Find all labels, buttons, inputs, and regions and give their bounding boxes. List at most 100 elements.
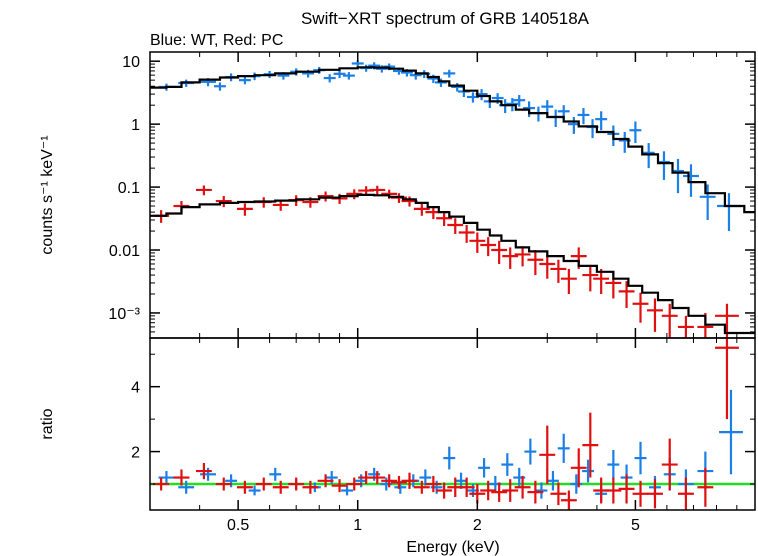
wt-point-ratio-27 (557, 433, 570, 463)
pc-point-ratio-35 (618, 474, 635, 504)
wt-point-spectrum-5 (238, 76, 251, 85)
wt-point-spectrum-12 (323, 74, 336, 83)
pc-point-ratio-16 (401, 472, 418, 489)
plot-panels: 10 1 0.1 0.01 10⁻³ counts s⁻¹ keV⁻¹ 2 4 ratio 0.5… (39, 51, 756, 534)
pc-point-spectrum-6 (272, 200, 289, 211)
wt-point-ratio-26 (546, 471, 559, 491)
pc-point-ratio-23 (480, 480, 497, 501)
panel-spectrum: 10 1 0.1 0.01 10⁻³ counts s⁻¹ keV⁻¹ (39, 51, 756, 339)
y-tick-label-spectrum-4: 10⁻³ (108, 306, 140, 323)
pc-point-ratio-38 (661, 438, 678, 491)
model-curve-spectrum-3 (150, 193, 755, 335)
wt-point-ratio-38 (719, 389, 743, 475)
wt-point-spectrum-14 (342, 72, 355, 80)
pc-point-ratio-19 (436, 482, 453, 499)
wt-point-ratio-29 (582, 459, 595, 483)
y-axis-label-ratio: ratio (39, 408, 56, 439)
pc-point-ratio-26 (514, 475, 531, 499)
wt-point-spectrum-49 (658, 151, 670, 180)
pc-point-ratio-13 (369, 471, 386, 485)
pc-point-spectrum-13 (369, 185, 386, 195)
wt-point-ratio-12 (380, 477, 393, 491)
wt-point-ratio-25 (535, 482, 548, 499)
pc-point-spectrum-36 (632, 292, 649, 323)
pc-point-ratio-21 (458, 477, 475, 498)
pc-point-ratio-27 (527, 480, 544, 504)
pc-point-spectrum-24 (491, 240, 508, 264)
pc-point-ratio-6 (272, 480, 289, 494)
wt-point-ratio-3 (225, 474, 238, 488)
wt-point-ratio-24 (524, 438, 537, 465)
pc-point-ratio-25 (502, 479, 519, 502)
pc-point-ratio-14 (381, 474, 398, 488)
panel-data-ratio (150, 338, 755, 510)
pc-point-ratio-40 (697, 467, 714, 507)
wt-point-spectrum-13 (333, 70, 346, 79)
pc-point-spectrum-38 (661, 303, 678, 338)
wt-point-ratio-9 (341, 485, 354, 496)
wt-point-ratio-1 (178, 480, 195, 494)
wt-point-ratio-33 (634, 441, 647, 475)
pc-point-ratio-18 (425, 475, 442, 493)
wt-point-ratio-28 (570, 474, 583, 494)
x-tick-label-1: 1 (353, 517, 362, 534)
wt-point-ratio-4 (248, 485, 261, 496)
pc-point-spectrum-29 (550, 259, 567, 283)
pc-point-ratio-11 (346, 477, 363, 491)
pc-point-ratio-2 (195, 462, 212, 480)
pc-point-ratio-31 (570, 448, 587, 488)
y-tick-label-spectrum-3: 0.01 (109, 243, 140, 260)
pc-point-ratio-28 (539, 425, 556, 485)
pc-point-spectrum-37 (647, 298, 663, 332)
pc-point-spectrum-30 (560, 268, 577, 295)
pc-point-ratio-5 (255, 477, 272, 491)
pc-point-ratio-4 (236, 480, 253, 494)
pc-point-spectrum-21 (458, 224, 475, 243)
x-tick-label-0: 0.5 (227, 517, 249, 534)
panel-ratio: 2 4 ratio (39, 337, 756, 511)
wt-point-spectrum-25 (435, 78, 447, 87)
pc-point-spectrum-28 (539, 254, 556, 279)
wt-point-ratio-15 (419, 469, 432, 486)
pc-point-spectrum-32 (582, 264, 599, 292)
pc-point-ratio-9 (317, 474, 334, 488)
pc-point-spectrum-27 (527, 250, 544, 276)
wt-point-ratio-2 (200, 467, 216, 481)
wt-point-ratio-20 (478, 458, 491, 478)
wt-point-spectrum-51 (683, 164, 699, 197)
pc-point-spectrum-17 (413, 203, 430, 216)
wt-point-ratio-5 (269, 467, 282, 481)
pc-point-ratio-39 (677, 477, 694, 510)
pc-point-spectrum-23 (480, 237, 497, 257)
pc-point-ratio-3 (215, 477, 232, 491)
x-tick-label-2: 2 (473, 517, 482, 534)
model-curve-spectrum-2 (150, 66, 755, 214)
wt-point-spectrum-50 (672, 158, 684, 194)
panel-frame-spectrum (149, 51, 756, 339)
panel-frame-ratio (149, 337, 756, 511)
panel-data-spectrum (150, 60, 755, 338)
pc-point-spectrum-4 (236, 203, 253, 216)
pc-point-ratio-30 (560, 490, 577, 510)
wt-point-spectrum-27 (451, 83, 464, 92)
pc-point-spectrum-35 (618, 281, 635, 308)
x-axis-label: Energy (keV) (406, 539, 499, 556)
pc-point-spectrum-2 (195, 185, 212, 196)
pc-point-ratio-24 (491, 482, 508, 502)
pc-point-spectrum-19 (436, 212, 453, 227)
pc-point-ratio-32 (582, 412, 599, 478)
pc-point-spectrum-39 (677, 315, 694, 338)
chart-title: Swift−XRT spectrum of GRB 140518A (301, 9, 590, 28)
pc-point-ratio-10 (331, 479, 348, 493)
y-tick-label-ratio-1: 4 (131, 380, 140, 397)
wt-point-ratio-8 (325, 471, 338, 485)
pc-point-spectrum-26 (514, 246, 531, 267)
pc-point-ratio-7 (288, 477, 305, 491)
pc-point-spectrum-22 (469, 232, 486, 253)
wt-point-ratio-17 (443, 446, 456, 470)
wt-point-spectrum-3 (213, 82, 226, 91)
y-axis-label-spectrum: counts s⁻¹ keV⁻¹ (39, 135, 56, 254)
pc-point-ratio-15 (391, 475, 407, 489)
pc-point-spectrum-33 (593, 268, 610, 295)
